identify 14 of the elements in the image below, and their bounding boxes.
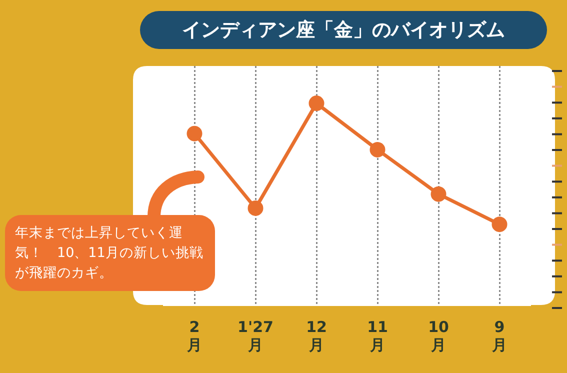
x-tick-label: 2 月 xyxy=(186,318,202,354)
annotation: 年末までは上昇していく運気！ 10、11月の新しい挑戦が飛躍のカギ。 xyxy=(5,215,215,291)
point xyxy=(308,96,324,112)
x-tick-label: 12 月 xyxy=(306,318,327,354)
x-tick-label: 9 月 xyxy=(491,318,507,354)
point xyxy=(186,126,202,142)
x-tick-label: 1'27 月 xyxy=(238,318,274,354)
chart-title: インディアン座「金」のバイオリズム xyxy=(140,11,547,49)
point xyxy=(492,216,508,232)
x-tick-label: 11 月 xyxy=(367,318,388,354)
x-tick-label: 10 月 xyxy=(428,318,449,354)
point xyxy=(248,200,264,216)
point xyxy=(430,186,446,202)
point xyxy=(370,142,386,158)
